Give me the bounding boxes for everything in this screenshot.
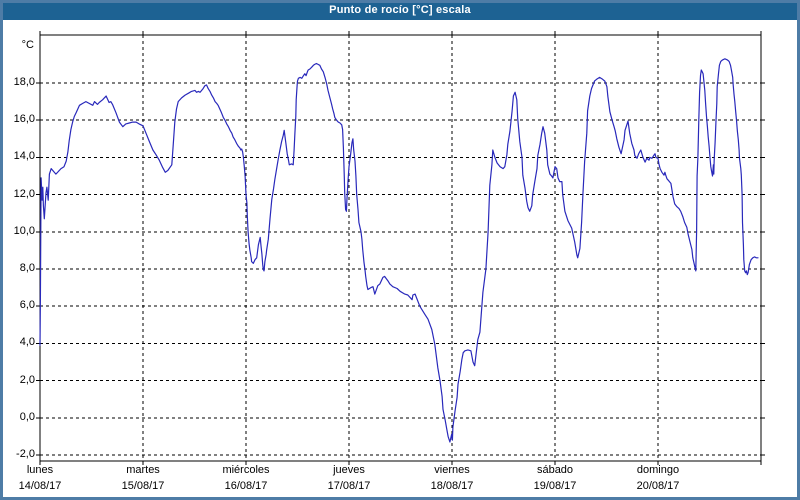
y-tick-label: 0,0 <box>19 410 35 423</box>
y-tick-label: 16,0 <box>13 113 35 126</box>
weekday-label: miércoles <box>222 464 270 476</box>
y-tick-label: 8,0 <box>19 262 35 274</box>
y-tick-label: 4,0 <box>19 336 35 349</box>
plot-border <box>39 34 762 462</box>
date-label: 20/08/17 <box>636 480 680 492</box>
date-label: 16/08/17 <box>224 480 268 492</box>
date-label: 19/08/17 <box>533 480 577 492</box>
y-tick-label: 18,0 <box>13 76 35 88</box>
date-label: 17/08/17 <box>327 480 371 492</box>
date-label: 18/08/17 <box>430 480 474 492</box>
weekday-label: domingo <box>636 464 680 476</box>
y-axis-unit-label: °C <box>21 39 34 51</box>
weekday-label: lunes <box>26 464 54 476</box>
weekday-label: jueves <box>333 464 365 476</box>
date-label: 15/08/17 <box>121 480 165 492</box>
y-tick-label: 10,0 <box>13 224 35 237</box>
weekday-label: sábado <box>536 464 574 476</box>
window-titlebar[interactable]: Punto de rocío [°C] escala <box>0 0 800 20</box>
y-tick-label: 6,0 <box>19 299 35 312</box>
window-title: Punto de rocío [°C] escala <box>329 4 471 16</box>
y-tick-label: 2,0 <box>19 373 35 386</box>
dew-point-line <box>39 58 759 443</box>
date-label: 14/08/17 <box>18 480 62 492</box>
y-tick-label: 14,0 <box>13 150 35 163</box>
y-tick-label: 12,0 <box>13 187 35 200</box>
weekday-label: martes <box>126 464 160 476</box>
weekday-label: viernes <box>434 464 470 476</box>
y-tick-label: -2,0 <box>16 448 35 460</box>
